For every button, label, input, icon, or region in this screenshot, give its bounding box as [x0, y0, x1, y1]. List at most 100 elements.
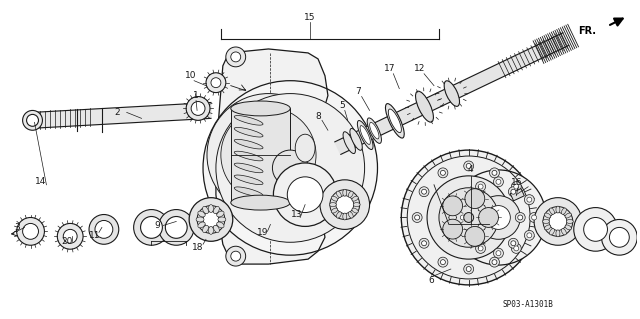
Text: 9: 9: [154, 221, 160, 230]
Circle shape: [478, 246, 483, 251]
Circle shape: [464, 161, 474, 171]
Circle shape: [27, 115, 38, 126]
Circle shape: [427, 176, 510, 259]
Ellipse shape: [357, 121, 373, 150]
Circle shape: [336, 196, 354, 213]
Ellipse shape: [234, 115, 263, 125]
Ellipse shape: [332, 196, 338, 201]
Ellipse shape: [352, 208, 358, 213]
Ellipse shape: [367, 118, 381, 143]
Ellipse shape: [545, 213, 551, 218]
Text: 1: 1: [193, 91, 199, 100]
Ellipse shape: [217, 211, 224, 217]
Ellipse shape: [444, 81, 460, 106]
Circle shape: [514, 184, 519, 189]
Circle shape: [508, 187, 518, 197]
Circle shape: [439, 188, 499, 247]
Circle shape: [492, 170, 497, 175]
Ellipse shape: [353, 203, 360, 207]
Circle shape: [465, 233, 470, 238]
Circle shape: [203, 211, 219, 227]
Text: 17: 17: [383, 64, 395, 73]
Ellipse shape: [343, 132, 355, 153]
Bar: [231, 108, 291, 203]
Ellipse shape: [348, 212, 353, 218]
Ellipse shape: [332, 208, 338, 213]
Circle shape: [440, 170, 445, 175]
Ellipse shape: [348, 191, 353, 197]
Circle shape: [422, 241, 426, 246]
Ellipse shape: [385, 104, 404, 138]
Polygon shape: [216, 49, 328, 264]
Circle shape: [231, 251, 241, 261]
Ellipse shape: [352, 196, 358, 201]
Circle shape: [496, 179, 501, 184]
Circle shape: [493, 248, 504, 258]
Circle shape: [514, 246, 519, 251]
Ellipse shape: [231, 195, 291, 210]
Circle shape: [492, 260, 497, 264]
Circle shape: [493, 177, 504, 187]
Circle shape: [511, 241, 516, 246]
Circle shape: [515, 212, 525, 222]
Circle shape: [231, 52, 241, 62]
Circle shape: [221, 108, 316, 203]
Text: 13: 13: [291, 210, 302, 219]
Ellipse shape: [218, 217, 226, 222]
Circle shape: [527, 197, 532, 202]
Circle shape: [438, 257, 448, 267]
Ellipse shape: [234, 151, 263, 161]
Circle shape: [476, 243, 486, 253]
Ellipse shape: [234, 187, 263, 197]
Circle shape: [478, 184, 483, 189]
Circle shape: [584, 218, 607, 241]
Circle shape: [159, 210, 194, 245]
Circle shape: [422, 189, 426, 194]
Circle shape: [477, 196, 520, 239]
Circle shape: [273, 150, 308, 186]
Circle shape: [534, 198, 582, 245]
Circle shape: [508, 238, 518, 248]
Circle shape: [465, 197, 470, 202]
Circle shape: [463, 195, 472, 204]
Ellipse shape: [337, 191, 341, 197]
Circle shape: [58, 223, 83, 249]
Circle shape: [95, 220, 113, 238]
Ellipse shape: [566, 219, 573, 223]
Circle shape: [141, 217, 163, 238]
Circle shape: [226, 47, 246, 67]
Text: 19: 19: [257, 228, 268, 237]
Ellipse shape: [565, 213, 572, 218]
Text: 8: 8: [315, 112, 321, 121]
Ellipse shape: [234, 163, 263, 173]
Ellipse shape: [388, 109, 401, 133]
Ellipse shape: [561, 229, 566, 235]
Circle shape: [518, 215, 523, 220]
Text: 18: 18: [193, 243, 204, 252]
Circle shape: [532, 215, 536, 220]
Circle shape: [186, 97, 210, 120]
Circle shape: [524, 195, 534, 204]
Ellipse shape: [234, 175, 263, 185]
Ellipse shape: [550, 229, 554, 235]
Circle shape: [22, 223, 38, 239]
Circle shape: [451, 170, 546, 265]
Ellipse shape: [214, 206, 220, 214]
Circle shape: [401, 150, 536, 285]
Circle shape: [460, 215, 465, 220]
Text: 12: 12: [415, 64, 426, 73]
Circle shape: [17, 218, 44, 245]
Circle shape: [415, 215, 420, 220]
Text: 11: 11: [89, 231, 100, 240]
Ellipse shape: [543, 219, 550, 223]
Text: FR.: FR.: [578, 26, 596, 36]
Circle shape: [273, 163, 337, 226]
Circle shape: [63, 229, 77, 243]
Circle shape: [463, 230, 472, 240]
Text: 14: 14: [35, 177, 46, 186]
Ellipse shape: [209, 204, 213, 212]
Circle shape: [134, 210, 170, 245]
Circle shape: [529, 212, 539, 222]
Text: 6: 6: [428, 277, 434, 286]
Ellipse shape: [198, 211, 205, 217]
